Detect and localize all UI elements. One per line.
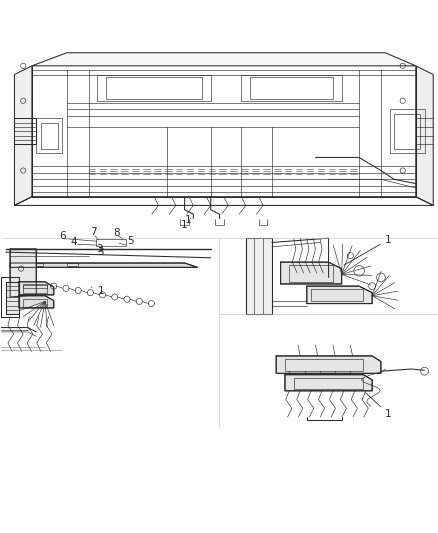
Polygon shape (6, 282, 19, 314)
Bar (67, 263, 78, 266)
Polygon shape (415, 66, 432, 205)
Text: 4: 4 (70, 237, 77, 247)
Polygon shape (284, 375, 371, 391)
Bar (289, 265, 332, 282)
Text: 1: 1 (343, 235, 391, 265)
Text: 6: 6 (59, 231, 66, 241)
Bar (32, 263, 43, 266)
Text: 8: 8 (113, 228, 120, 238)
Polygon shape (10, 249, 36, 297)
Bar (393, 114, 419, 149)
Bar (284, 359, 363, 371)
Text: 1: 1 (181, 220, 187, 230)
Bar (96, 239, 126, 246)
Polygon shape (10, 263, 197, 268)
Text: 1: 1 (365, 393, 391, 419)
Bar (311, 289, 363, 301)
Text: 7: 7 (89, 227, 96, 237)
Bar (106, 77, 201, 99)
Bar (23, 284, 47, 288)
Polygon shape (19, 296, 53, 308)
Text: 1: 1 (184, 215, 191, 225)
Text: 1: 1 (91, 286, 104, 295)
Text: 5: 5 (127, 236, 133, 246)
Bar (293, 378, 363, 389)
Polygon shape (14, 66, 32, 205)
Polygon shape (245, 238, 271, 314)
Polygon shape (19, 282, 53, 295)
Bar (23, 285, 47, 293)
Bar (41, 123, 58, 149)
Bar (97, 75, 210, 101)
Text: 3: 3 (97, 247, 104, 257)
Bar (241, 75, 341, 101)
Polygon shape (276, 356, 380, 374)
Polygon shape (32, 53, 415, 66)
Polygon shape (306, 286, 371, 304)
Bar (250, 77, 332, 99)
Polygon shape (280, 262, 341, 284)
Text: 3: 3 (96, 244, 102, 254)
Bar (36, 118, 62, 153)
Bar (23, 299, 47, 306)
Bar (389, 109, 424, 153)
